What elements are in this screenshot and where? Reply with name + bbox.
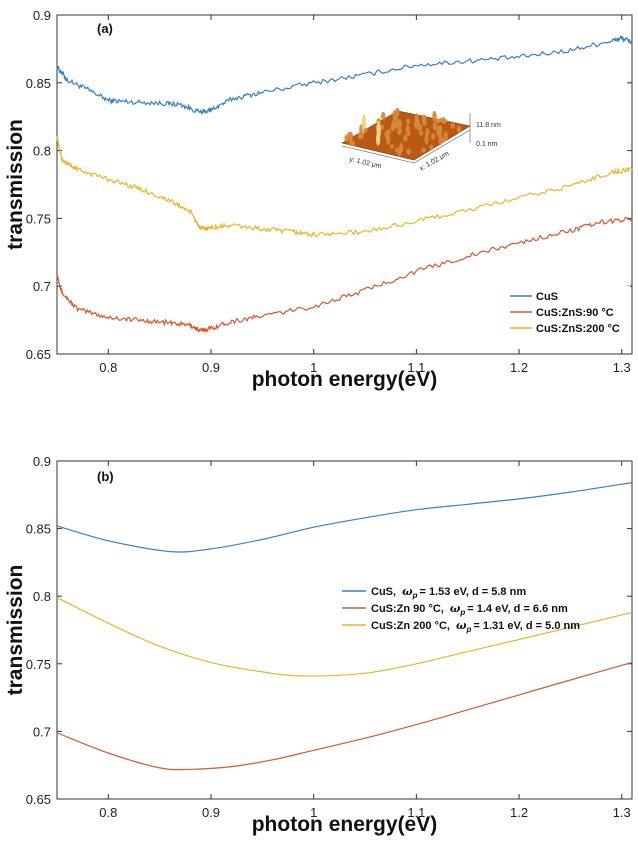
afm-yaxis — [341, 145, 415, 164]
legend-omega-sub: p — [466, 625, 472, 634]
afm-peak — [381, 111, 386, 121]
chart-panel-a: 0.65 0.7 0.75 0.8 0.85 0.9 0.8 0.9 1 1.1 1.2 1.3 pho… — [4, 8, 633, 391]
panel-label: (b) — [97, 469, 114, 484]
legend-material: CuS:Zn 90 °C, — [371, 603, 447, 615]
afm-peak — [397, 149, 402, 157]
series-line-CuS_ZnS_200 — [56, 597, 633, 677]
afm-peak — [456, 125, 462, 133]
y-tick-label: 0.7 — [33, 279, 51, 294]
legend-rest: = 1.4 eV, d = 6.6 nm — [467, 603, 568, 615]
afm-peak — [344, 134, 349, 142]
afm-peak — [403, 134, 408, 142]
afm-peak — [421, 147, 426, 153]
legend-omega: ω — [456, 619, 467, 632]
x-tick-label: 1.3 — [613, 805, 631, 820]
legend-omega-sub: p — [412, 591, 418, 600]
legend-rest: = 1.31 eV, d = 5.0 nm — [473, 620, 580, 632]
afm-peak — [436, 118, 441, 124]
series-line-CuS — [56, 35, 633, 115]
afm-peak — [441, 117, 446, 124]
afm-peak — [432, 110, 437, 122]
y-tick-label: 0.75 — [26, 657, 51, 672]
afm-peak — [432, 122, 438, 131]
afm-peak — [424, 134, 429, 145]
afm-peak — [443, 130, 448, 141]
x-axis-label: photon energy(eV) — [252, 813, 438, 836]
y-axis-label: transmission — [4, 119, 27, 250]
series-line-CuS_ZnS_200 — [56, 136, 633, 239]
y-tick-label: 0.7 — [33, 724, 51, 739]
legend-label: CuS:Zn 90 °C, ωp = 1.4 eV, d = 6.6 nm — [371, 602, 568, 617]
y-tick-label: 0.65 — [26, 792, 51, 807]
afm-peak — [450, 122, 455, 129]
legend-label: CuS, ωp = 1.53 eV, d = 5.8 nm — [371, 585, 526, 600]
legend-omega: ω — [402, 585, 413, 598]
afm-peak — [384, 131, 389, 137]
y-tick-label: 0.65 — [26, 347, 51, 362]
afm-y-label: y: 1.02 μm — [349, 156, 383, 170]
x-tick-label: 1.2 — [510, 805, 528, 820]
series-line-CuS_ZnS_90 — [56, 216, 633, 334]
afm-peak — [389, 144, 395, 149]
x-tick-label: 1 — [310, 360, 317, 375]
afm-peak — [406, 148, 411, 155]
afm-peak — [363, 128, 368, 133]
y-tick-label: 0.9 — [33, 454, 51, 469]
y-tick-label: 0.75 — [26, 211, 51, 226]
afm-peak — [376, 120, 381, 140]
x-tick-label: 0.9 — [202, 805, 220, 820]
x-tick-label: 1.3 — [613, 360, 631, 375]
afm-xaxis — [413, 129, 471, 164]
x-tick-label: 1 — [310, 805, 317, 820]
x-tick-label: 0.8 — [99, 360, 117, 375]
series-line-CuS — [56, 482, 633, 553]
legend-label: CuS:ZnS:200 °C — [536, 323, 620, 335]
afm-peak — [397, 126, 402, 136]
afm-peak — [430, 133, 436, 140]
y-axis-label: transmission — [4, 565, 27, 696]
x-axis-label: photon energy(eV) — [252, 368, 438, 391]
afm-peak — [414, 118, 419, 130]
afm-peak — [357, 132, 363, 140]
legend-omega: ω — [450, 602, 461, 615]
y-tick-label: 0.8 — [33, 144, 51, 159]
x-tick-label: 1.2 — [510, 360, 528, 375]
y-tick-label: 0.9 — [33, 8, 51, 23]
afm-peak — [438, 125, 443, 135]
legend-label: CuS:Zn 200 °C, ωp = 1.31 eV, d = 5.0 nm — [371, 619, 580, 634]
afm-peak — [397, 119, 402, 129]
legend-material: CuS, — [371, 586, 399, 598]
y-tick-label: 0.85 — [26, 522, 51, 537]
chart-panel-b: 0.65 0.7 0.75 0.8 0.85 0.9 0.8 0.9 1 1.1 1.2 1.3 pho… — [4, 454, 633, 836]
y-tick-label: 0.8 — [33, 589, 51, 604]
x-tick-label: 0.9 — [202, 360, 220, 375]
afm-peak — [405, 124, 410, 134]
afm-z-bottom-label: 0.1 nm — [476, 141, 498, 148]
legend-label: CuS:ZnS:90 °C — [536, 307, 614, 319]
plot-frame — [56, 14, 633, 355]
x-tick-label: 1.1 — [407, 805, 425, 820]
series-line-CuS_ZnS_90 — [56, 661, 633, 771]
afm-peak — [350, 140, 355, 147]
afm-peak — [422, 121, 427, 127]
afm-peak — [406, 118, 411, 125]
legend-omega-sub: p — [459, 608, 465, 617]
plot-frame — [56, 460, 633, 800]
afm-z-top-label: 11.8 nm — [476, 122, 501, 129]
x-tick-label: 1.1 — [407, 360, 425, 375]
afm-peak — [419, 130, 424, 136]
panel-label: (a) — [97, 21, 113, 36]
y-tick-label: 0.85 — [26, 76, 51, 91]
legend-rest: = 1.53 eV, d = 5.8 nm — [420, 586, 527, 598]
x-tick-label: 0.8 — [99, 805, 117, 820]
legend-label: CuS — [536, 291, 558, 303]
legend-material: CuS:Zn 200 °C, — [371, 620, 453, 632]
afm-inset: 11.8 nm0.1 nmy: 1.02 μm x: 1.02 μm — [341, 107, 501, 173]
afm-peak — [429, 144, 434, 151]
afm-peak — [438, 134, 443, 146]
afm-peak — [393, 115, 399, 124]
afm-peak — [386, 134, 391, 146]
afm-peak — [390, 124, 395, 132]
